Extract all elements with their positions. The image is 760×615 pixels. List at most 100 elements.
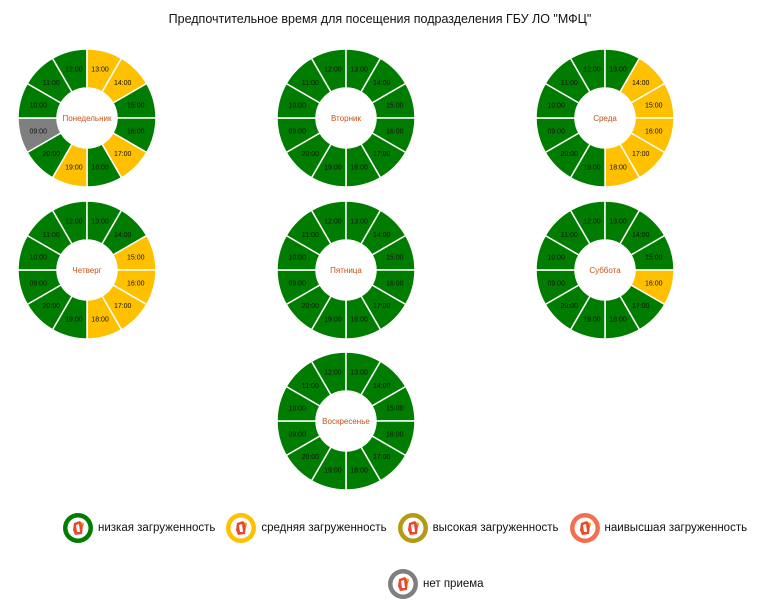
slice-time-label: 10:00 bbox=[547, 102, 565, 109]
legend-item-closed: нет приема bbox=[387, 568, 484, 600]
donut-chart: 09:00 10:00 11:00 12:00 13:00 14:00 15:00 16:00… bbox=[276, 351, 416, 491]
slice-time-label: 14:00 bbox=[373, 232, 391, 239]
slice-time-label: 09:00 bbox=[547, 281, 565, 288]
slice-time-label: 18:00 bbox=[609, 164, 627, 171]
donut-slice bbox=[285, 131, 333, 179]
slice-time-label: 20:00 bbox=[43, 303, 61, 310]
donut-slice bbox=[26, 283, 74, 331]
slice-time-label: 20:00 bbox=[302, 454, 320, 461]
slice-time-label: 10:00 bbox=[29, 254, 47, 261]
day-label: Четверг bbox=[72, 266, 101, 275]
slice-time-label: 10:00 bbox=[288, 405, 306, 412]
slice-time-label: 09:00 bbox=[29, 281, 47, 288]
donut-slice bbox=[544, 131, 592, 179]
day-label: Суббота bbox=[589, 266, 621, 275]
slice-time-label: 19:00 bbox=[65, 164, 83, 171]
slice-time-label: 13:00 bbox=[91, 67, 109, 74]
donut-slice bbox=[285, 283, 333, 331]
slice-time-label: 09:00 bbox=[547, 129, 565, 136]
slice-time-label: 14:00 bbox=[373, 383, 391, 390]
slice-time-label: 15:00 bbox=[645, 102, 663, 109]
slice-time-label: 10:00 bbox=[29, 102, 47, 109]
slice-time-label: 16:00 bbox=[127, 129, 145, 136]
slice-time-label: 13:00 bbox=[609, 67, 627, 74]
donut-slice bbox=[26, 131, 74, 179]
slice-time-label: 09:00 bbox=[29, 129, 47, 136]
donut-chart: 09:00 10:00 11:00 12:00 13:00 14:00 15:00 16:00… bbox=[17, 200, 157, 340]
slice-time-label: 17:00 bbox=[373, 151, 391, 158]
slice-time-label: 19:00 bbox=[583, 316, 601, 323]
slice-time-label: 09:00 bbox=[288, 281, 306, 288]
donut-chart: 09:00 10:00 11:00 12:00 13:00 14:00 15:00 16:00… bbox=[276, 200, 416, 340]
legend-item-low: низкая загруженность bbox=[62, 512, 215, 544]
slice-time-label: 10:00 bbox=[547, 254, 565, 261]
slice-time-label: 14:00 bbox=[114, 232, 132, 239]
legend-item-highest: наивысшая загруженность bbox=[569, 512, 748, 544]
slice-time-label: 12:00 bbox=[324, 370, 342, 377]
legend: низкая загруженность средняя загруженност… bbox=[62, 512, 757, 544]
slice-time-label: 15:00 bbox=[386, 405, 404, 412]
slice-time-label: 20:00 bbox=[43, 151, 61, 158]
legend-label: наивысшая загруженность bbox=[604, 522, 748, 534]
legend-label: средняя загруженность bbox=[261, 522, 387, 534]
legend-label: нет приема bbox=[423, 578, 484, 590]
slice-time-label: 16:00 bbox=[645, 129, 663, 136]
slice-time-label: 20:00 bbox=[561, 151, 579, 158]
slice-time-label: 16:00 bbox=[386, 432, 404, 439]
slice-time-label: 14:00 bbox=[632, 80, 650, 87]
slice-time-label: 12:00 bbox=[583, 219, 601, 226]
slice-time-label: 13:00 bbox=[350, 67, 368, 74]
mfc-logo-icon bbox=[397, 513, 428, 543]
slice-time-label: 18:00 bbox=[350, 316, 368, 323]
day-label: Пятница bbox=[330, 266, 362, 275]
slice-time-label: 15:00 bbox=[386, 102, 404, 109]
day-label: Понедельник bbox=[63, 114, 112, 123]
slice-time-label: 11:00 bbox=[561, 80, 578, 87]
slice-time-label: 16:00 bbox=[645, 281, 663, 288]
slice-time-label: 19:00 bbox=[65, 316, 83, 323]
mfc-logo-icon bbox=[569, 513, 600, 543]
slice-time-label: 17:00 bbox=[373, 454, 391, 461]
slice-time-label: 13:00 bbox=[609, 219, 627, 226]
slice-time-label: 19:00 bbox=[324, 467, 342, 474]
slice-time-label: 12:00 bbox=[65, 219, 83, 226]
slice-time-label: 12:00 bbox=[65, 67, 83, 74]
donut-chart: 09:00 10:00 11:00 12:00 13:00 14:00 15:00 16:00… bbox=[535, 48, 675, 188]
slice-time-label: 16:00 bbox=[127, 281, 145, 288]
slice-time-label: 19:00 bbox=[324, 316, 342, 323]
slice-time-label: 11:00 bbox=[561, 232, 578, 239]
slice-time-label: 18:00 bbox=[350, 164, 368, 171]
slice-time-label: 18:00 bbox=[350, 467, 368, 474]
legend-item-medium: средняя загруженность bbox=[225, 512, 387, 544]
slice-time-label: 14:00 bbox=[114, 80, 132, 87]
slice-time-label: 17:00 bbox=[632, 151, 650, 158]
slice-time-label: 12:00 bbox=[583, 67, 601, 74]
legend-label: низкая загруженность bbox=[98, 522, 216, 534]
slice-time-label: 13:00 bbox=[350, 370, 368, 377]
mfc-logo-icon bbox=[388, 569, 418, 599]
chart-title: Предпочтительное время для посещения под… bbox=[168, 12, 592, 26]
mfc-logo-icon bbox=[63, 513, 93, 543]
slice-time-label: 17:00 bbox=[632, 303, 650, 310]
slice-time-label: 20:00 bbox=[302, 151, 320, 158]
slice-time-label: 16:00 bbox=[386, 129, 404, 136]
legend-label: высокая загруженность bbox=[432, 522, 559, 534]
slice-time-label: 15:00 bbox=[645, 254, 663, 261]
slice-time-label: 18:00 bbox=[91, 164, 109, 171]
slice-time-label: 13:00 bbox=[350, 219, 368, 226]
slice-time-label: 10:00 bbox=[288, 102, 306, 109]
slice-time-label: 12:00 bbox=[324, 219, 342, 226]
slice-time-label: 17:00 bbox=[114, 303, 132, 310]
donut-slice bbox=[544, 283, 592, 331]
slice-time-label: 20:00 bbox=[302, 303, 320, 310]
slice-time-label: 19:00 bbox=[324, 164, 342, 171]
day-label: Вторник bbox=[331, 114, 361, 123]
slice-time-label: 10:00 bbox=[288, 254, 306, 261]
mfc-logo-icon bbox=[226, 513, 257, 543]
slice-time-label: 11:00 bbox=[302, 232, 319, 239]
donut-charts: 09:00 10:00 11:00 12:00 13:00 14:00 15:00 16:00… bbox=[17, 48, 675, 491]
slice-time-label: 14:00 bbox=[373, 80, 391, 87]
day-label: Воскресенье bbox=[322, 417, 370, 426]
slice-time-label: 15:00 bbox=[386, 254, 404, 261]
slice-time-label: 16:00 bbox=[386, 281, 404, 288]
